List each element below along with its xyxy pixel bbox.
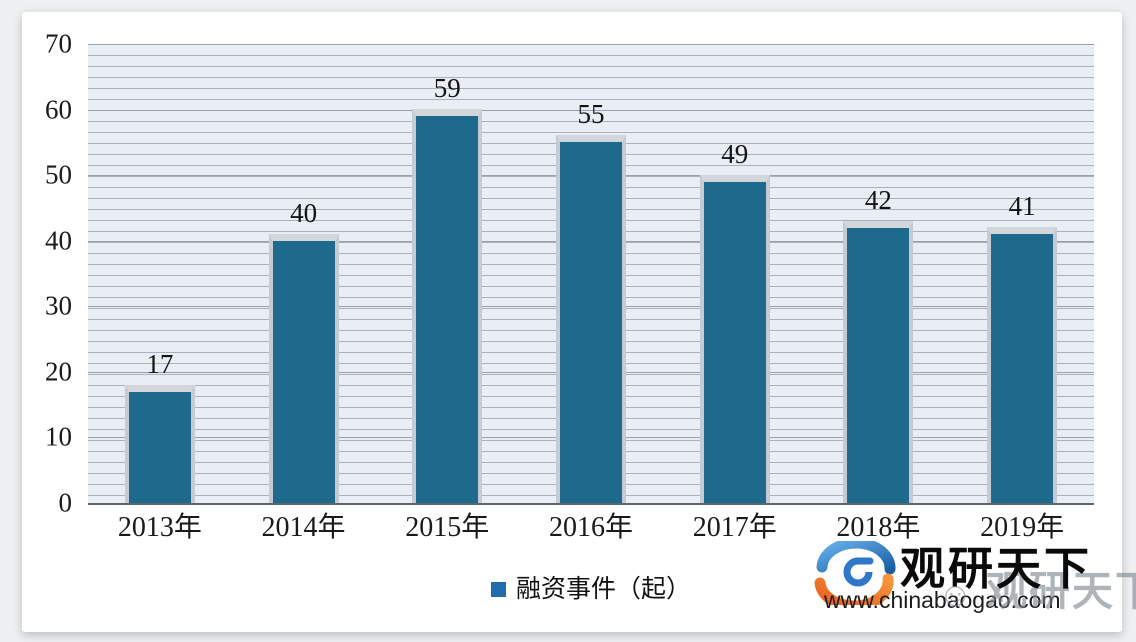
x-axis-label: 2017年	[692, 512, 777, 543]
x-axis-label: 2014年	[261, 512, 346, 543]
y-axis-label: 60	[45, 94, 72, 125]
y-axis-label: 0	[58, 487, 73, 518]
ghost-watermark-text: 观研天下	[986, 568, 1136, 614]
y-axis-label: 30	[45, 290, 72, 321]
bar-value-label: 59	[433, 73, 461, 104]
legend-swatch-icon	[490, 582, 506, 597]
bar-2018年: 42	[843, 186, 914, 503]
x-axis-label: 2018年	[836, 512, 921, 543]
y-axis: 0 10 20 30 40 50 60 70	[0, 30, 72, 516]
legend-label: 融资事件（起）	[515, 576, 691, 603]
bar-value-label: 55	[577, 99, 605, 130]
major-gridline	[88, 44, 1094, 45]
legend: 融资事件（起）	[88, 577, 1094, 602]
x-axis-label: 2016年	[548, 512, 634, 543]
y-axis-label: 50	[45, 159, 72, 190]
bar-2014年: 40	[268, 199, 339, 503]
bar-2019年: 41	[987, 193, 1058, 503]
x-axis: 2013年 2014年 2015年 2016年 2017年 2018年 2019年	[88, 514, 1094, 554]
watermark-url: www.chinabaogao.com	[824, 587, 1061, 613]
y-axis-label: 20	[45, 356, 72, 387]
bar-2015年: 59	[412, 75, 483, 503]
x-axis-label: 2019年	[980, 512, 1065, 543]
x-axis-label: 2015年	[405, 512, 490, 543]
bar-2017年: 49	[699, 140, 770, 503]
bar-value-label: 42	[864, 184, 892, 215]
bar-value-label: 40	[290, 197, 318, 228]
bar-value-label: 17	[146, 348, 174, 379]
guanyan-logo-icon	[814, 541, 896, 605]
major-gridline	[88, 109, 1094, 111]
bar-value-label: 41	[1008, 191, 1036, 222]
x-axis-label: 2013年	[117, 512, 202, 543]
y-axis-label: 40	[45, 225, 72, 256]
bar-2016年: 55	[556, 101, 626, 503]
y-axis-label: 10	[45, 421, 72, 452]
plot-area: 17 40 59 55 49 42 41	[88, 44, 1094, 505]
y-axis-label: 70	[45, 28, 72, 59]
ghost-logo-icon: ☺	[938, 577, 973, 614]
brand-title: 观研天下	[900, 543, 1093, 594]
bar-2013年: 17	[124, 350, 195, 503]
bar-value-label: 49	[721, 138, 749, 169]
